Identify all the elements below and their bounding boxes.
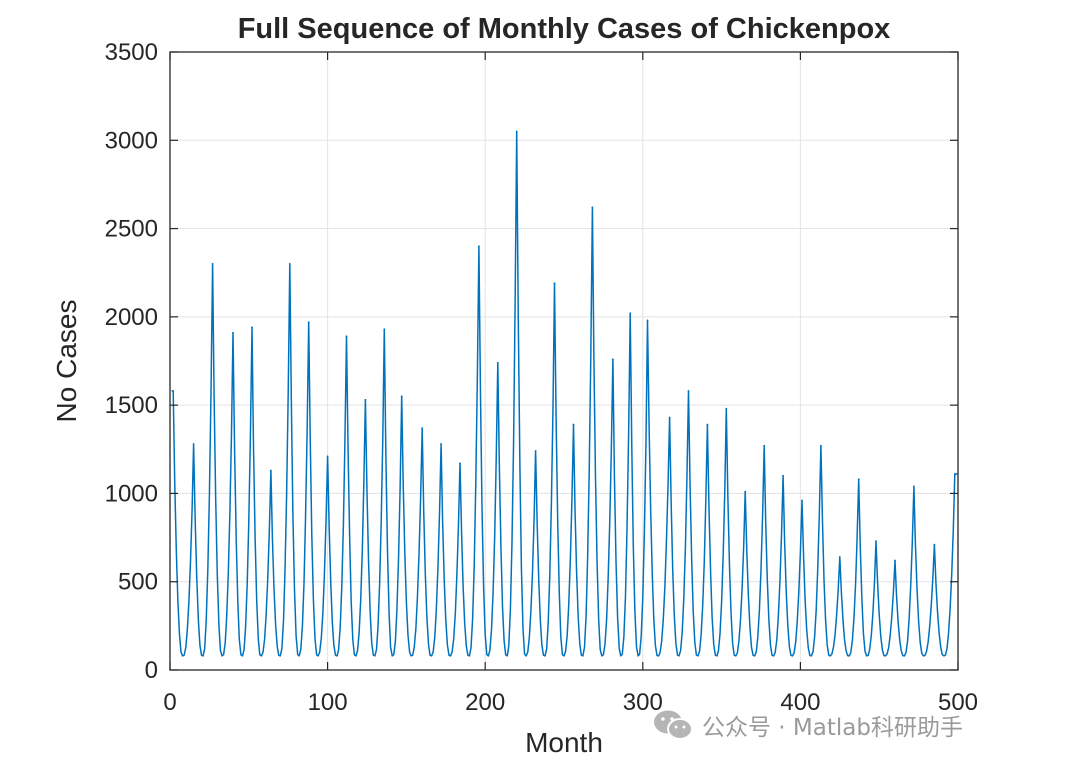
data-point-peak xyxy=(553,282,556,285)
watermark-text: 公众号 · Matlab科研助手 xyxy=(702,715,963,741)
data-point-peak xyxy=(953,473,956,475)
data-point-peak xyxy=(477,245,480,248)
data-point-peak xyxy=(534,450,537,452)
data-point-peak xyxy=(706,423,709,426)
y-tick-label: 1000 xyxy=(105,480,158,507)
y-tick-label: 0 xyxy=(145,657,158,684)
data-point-peak xyxy=(819,444,822,447)
data-point-peak xyxy=(744,490,747,493)
data-point-peak xyxy=(172,390,175,392)
data-point-peak xyxy=(687,390,690,392)
data-point-peak xyxy=(725,407,728,410)
data-point-peak xyxy=(400,395,403,398)
data-point-peak xyxy=(326,455,329,458)
axes-box xyxy=(169,51,959,671)
x-axis-label: Month xyxy=(525,727,603,758)
data-point-peak xyxy=(364,398,367,401)
x-tick-label: 400 xyxy=(780,689,820,716)
data-point-peak xyxy=(459,462,461,465)
y-tick-label: 3500 xyxy=(105,39,158,66)
data-point-peak xyxy=(782,474,784,477)
y-tick-label: 1500 xyxy=(105,392,158,419)
y-tick-label: 2000 xyxy=(105,304,158,331)
x-tick-label: 200 xyxy=(465,689,505,716)
x-tick-label: 300 xyxy=(623,689,663,716)
data-point-peak xyxy=(591,206,594,209)
data-point-peak xyxy=(251,326,253,329)
y-tick-label: 500 xyxy=(118,569,158,596)
y-tick-label: 3000 xyxy=(105,127,158,154)
data-point-peak xyxy=(440,443,442,445)
y-axis-label: No Cases xyxy=(51,300,82,423)
y-tick-label: 2500 xyxy=(105,216,158,243)
data-point-peak xyxy=(629,312,632,315)
wechat-icon xyxy=(654,710,693,740)
data-point-peak xyxy=(288,262,291,265)
data-point-peak xyxy=(211,262,214,265)
series-line xyxy=(171,130,958,657)
data-point-peak xyxy=(912,485,915,488)
data-point-peak xyxy=(572,423,575,426)
ticks: 0 100 200 300 400 500 0 500 1000 1500 2000 2500 3000… xyxy=(105,39,978,716)
x-tick-label: 500 xyxy=(938,689,978,716)
data-point-peak xyxy=(345,335,348,338)
data-point-peak xyxy=(763,444,766,447)
data-point-peak xyxy=(269,469,272,472)
x-tick-label: 100 xyxy=(308,689,348,716)
data-point-peak xyxy=(894,559,896,562)
data-point-peak xyxy=(857,478,860,481)
data-point-peak xyxy=(668,416,671,419)
data-point-peak xyxy=(933,543,936,546)
data-point-peak xyxy=(192,443,195,445)
data-point-peak xyxy=(611,358,614,361)
series-layer xyxy=(171,130,958,657)
data-point-peak xyxy=(838,556,841,558)
data-point-peak xyxy=(875,540,877,543)
plot-area xyxy=(170,52,958,670)
data-point-peak xyxy=(421,427,424,429)
data-point-peak xyxy=(515,130,518,133)
x-tick-label: 0 xyxy=(163,689,176,716)
data-point-peak xyxy=(383,328,386,331)
chart-title: Full Sequence of Monthly Cases of Chicke… xyxy=(238,13,891,45)
data-point-peak xyxy=(232,331,234,334)
data-point-peak xyxy=(646,319,649,322)
data-point-peak xyxy=(496,361,499,364)
data-point-peak xyxy=(801,499,803,502)
data-point-peak xyxy=(307,321,310,324)
watermark: 公众号 · Matlab科研助手 xyxy=(652,708,963,742)
